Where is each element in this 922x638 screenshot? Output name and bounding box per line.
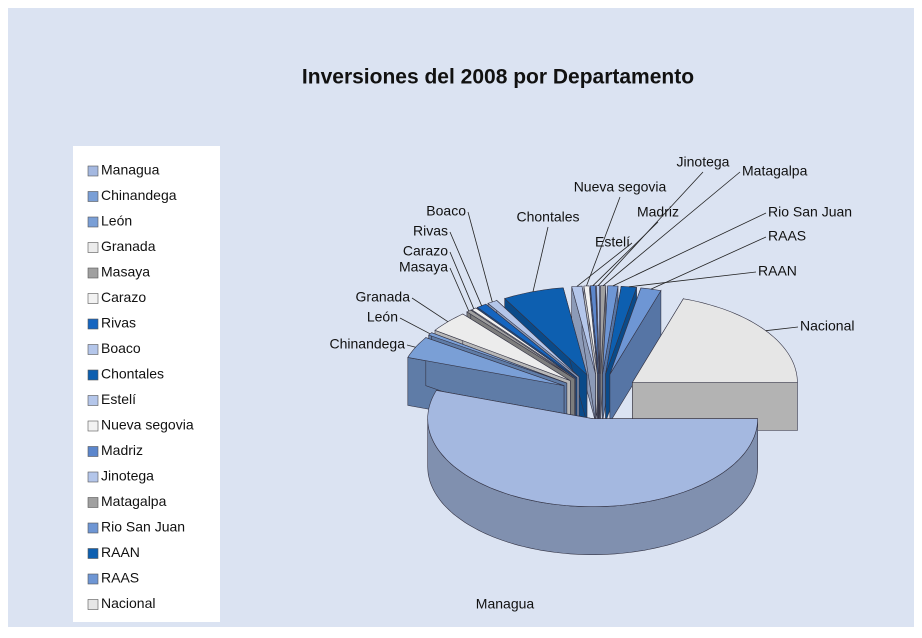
legend-label: Managua [101, 162, 160, 178]
legend-label: Jinotega [101, 468, 154, 484]
legend-swatch [87, 318, 99, 330]
slice-label: Chinandega [329, 336, 405, 352]
legend-label: RAAS [101, 570, 139, 586]
leader-line [399, 317, 431, 335]
legend-label: RAAN [101, 544, 140, 560]
leader-line [602, 171, 741, 287]
legend-swatch [87, 497, 99, 508]
legend-label: Carazo [101, 289, 146, 305]
legend-label: Nacional [101, 595, 155, 611]
legend-swatch [87, 573, 99, 585]
pie [407, 285, 798, 555]
legend-swatch [87, 369, 99, 381]
slice-label: RAAN [758, 263, 797, 279]
leader-line [650, 236, 767, 290]
slice [434, 313, 571, 381]
slice-label: Nueva segovia [574, 179, 667, 195]
legend-label: Chontales [101, 366, 164, 382]
leader-line [628, 271, 757, 288]
slice-label: Matagalpa [742, 163, 808, 179]
leader-line [592, 221, 659, 286]
slice-label: Masaya [399, 259, 448, 275]
legend: Managua Chinandega León Granada Masaya Carazo… [87, 162, 194, 611]
slice [571, 285, 596, 374]
legend-swatch [87, 191, 99, 202]
legend-label: Estelí [101, 391, 136, 407]
legend-swatch [87, 522, 99, 534]
slice-label: Madriz [637, 204, 679, 220]
slice-label: Chontales [516, 209, 579, 225]
legend-label: Masaya [101, 264, 150, 280]
labels: Jinotega Matagalpa Madriz Rio San Juan Nueva… [329, 154, 854, 612]
legend-label: Rio San Juan [101, 519, 185, 535]
legend-swatch [87, 165, 99, 177]
legend-swatch [87, 548, 99, 559]
leader-line [406, 344, 416, 348]
slice-label: Nacional [800, 318, 854, 334]
legend-swatch [87, 216, 99, 228]
leader-line [449, 251, 475, 309]
legend-swatch [87, 471, 99, 483]
leader-line [586, 196, 621, 287]
slice-label: Rio San Juan [768, 204, 852, 220]
legend-label: Granada [101, 238, 156, 254]
slice [427, 390, 759, 507]
slice-label: Managua [476, 596, 535, 612]
legend-label: Boaco [101, 340, 141, 356]
leader-line [467, 211, 493, 303]
slice-label: Boaco [426, 203, 466, 219]
legend-swatch [87, 293, 99, 304]
legend-swatch [87, 599, 99, 610]
slice-label: León [367, 309, 398, 325]
slice-label: Granada [356, 289, 411, 305]
legend-swatch [87, 420, 99, 432]
slice [602, 285, 619, 374]
legend-swatch [87, 242, 99, 253]
leader-line [411, 297, 449, 323]
legend-label: Madriz [101, 442, 143, 458]
slice-label: Jinotega [677, 154, 730, 170]
legend-label: Rivas [101, 315, 136, 331]
legend-swatch [87, 395, 99, 406]
chart-title: Inversiones del 2008 por Departamento [302, 66, 694, 89]
leader-line [449, 267, 470, 312]
leader-line [612, 212, 767, 287]
legend-label: Nueva segovia [101, 417, 194, 433]
leader-line [576, 242, 633, 287]
legend-label: León [101, 213, 132, 229]
slice-label: Estelí [595, 234, 630, 250]
legend-label: Matagalpa [101, 493, 167, 509]
slice-label: RAAS [768, 228, 806, 244]
legend-swatch [87, 344, 99, 355]
leader-line [449, 231, 482, 306]
slice-label: Rivas [413, 223, 448, 239]
legend-swatch [87, 267, 99, 279]
slice-label: Carazo [403, 243, 448, 259]
slice [476, 303, 578, 378]
leader-line [532, 226, 549, 292]
leader-line [765, 326, 799, 332]
legend-swatch [87, 446, 99, 457]
legend-label: Chinandega [101, 187, 177, 203]
